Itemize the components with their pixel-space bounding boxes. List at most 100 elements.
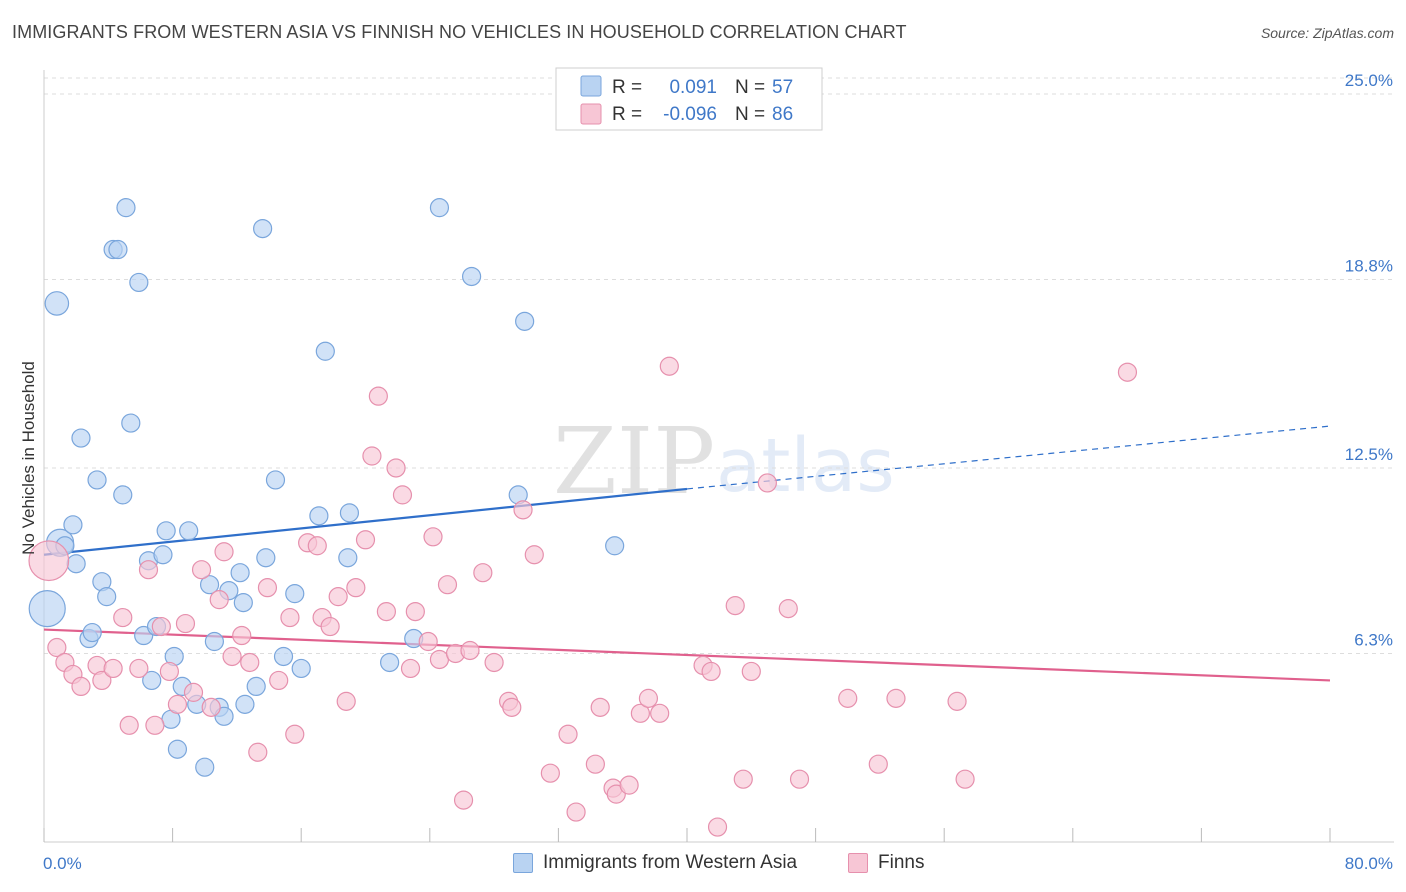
- finns-point: [423, 527, 443, 547]
- western-asia-point: [273, 646, 294, 667]
- finns-point: [955, 769, 975, 789]
- finns-point: [346, 578, 366, 598]
- finns-point: [71, 676, 91, 697]
- finns-point: [453, 790, 474, 810]
- legend-label-finns: Finns: [878, 852, 925, 873]
- finns-point: [725, 596, 745, 616]
- data-points: [28, 198, 1138, 837]
- x-tick-label-min: 0.0%: [43, 854, 82, 873]
- western-asia-point: [315, 341, 335, 361]
- finns-point: [328, 587, 348, 607]
- finns-point: [201, 697, 221, 717]
- watermark-zip: ZIP: [553, 408, 715, 515]
- legend-n-value-1: 57: [772, 77, 793, 98]
- y-tick-label: 6.3%: [1354, 630, 1393, 649]
- legend-label-western-asia: Immigrants from Western Asia: [543, 852, 798, 873]
- western-asia-point: [142, 670, 162, 691]
- finns-point: [138, 560, 159, 580]
- western-asia-point: [28, 590, 66, 628]
- western-asia-point: [82, 622, 102, 643]
- western-asia-point: [195, 757, 215, 777]
- finns-point: [707, 817, 728, 837]
- western-asia-point: [230, 563, 250, 583]
- legend-swatch-western-asia: [513, 853, 533, 873]
- western-asia-point: [256, 548, 276, 568]
- finns-point: [524, 545, 544, 565]
- finns-point: [886, 688, 906, 708]
- finns-point: [28, 540, 70, 582]
- western-asia-point: [605, 536, 625, 556]
- y-tick-label: 25.0%: [1345, 71, 1393, 90]
- legend-item-western-asia: Immigrants from Western Asia: [513, 852, 797, 874]
- finns-point: [257, 578, 278, 598]
- finns-point: [362, 446, 382, 466]
- finns-point: [167, 694, 188, 714]
- western-asia-point: [199, 575, 220, 595]
- western-asia-point: [235, 694, 255, 714]
- finns-point: [513, 500, 533, 520]
- western-asia-point: [265, 470, 286, 490]
- western-asia-point: [291, 658, 311, 679]
- western-asia-point: [429, 198, 450, 218]
- finns-point: [619, 775, 639, 795]
- finns-point: [307, 536, 327, 556]
- legend-r-value-2: -0.096: [663, 104, 717, 125]
- finns-point: [248, 742, 268, 762]
- finns-point: [129, 658, 149, 679]
- finns-point: [429, 649, 450, 670]
- western-asia-point: [204, 631, 224, 652]
- finns-point: [502, 697, 522, 717]
- finns-point: [240, 652, 260, 673]
- legend-swatch-finns: [848, 853, 868, 873]
- western-asia-point: [153, 545, 173, 565]
- legend-r-value-1: 0.091: [669, 77, 717, 98]
- western-asia-point: [285, 584, 305, 604]
- finns-point: [590, 697, 610, 717]
- finns-point: [159, 661, 179, 682]
- western-asia-point: [66, 554, 86, 574]
- trend-line-western-asia-extension: [686, 425, 1331, 490]
- western-asia-point: [97, 587, 117, 607]
- western-asia-point: [87, 470, 107, 490]
- finns-point: [222, 646, 242, 667]
- finns-point: [838, 688, 858, 708]
- legend-swatch-pink: [580, 103, 602, 125]
- y-tick-label: 18.8%: [1345, 256, 1393, 275]
- finns-point: [376, 601, 396, 622]
- finns-point: [386, 458, 406, 478]
- western-asia-point: [121, 413, 141, 433]
- chart-title: IMMIGRANTS FROM WESTERN ASIA VS FINNISH …: [12, 22, 907, 42]
- western-asia-point: [309, 506, 329, 526]
- finns-point: [741, 661, 761, 682]
- finns-point: [47, 637, 67, 658]
- finns-point: [733, 769, 753, 789]
- finns-point: [460, 640, 480, 661]
- finns-point: [191, 560, 212, 580]
- correlation-legend: R = 0.091 N = 57 R = -0.096 N = 86: [555, 67, 823, 131]
- finns-point: [540, 763, 560, 783]
- finns-point: [280, 607, 300, 628]
- finns-point: [232, 625, 252, 646]
- finns-point: [392, 485, 413, 505]
- watermark-atlas: atlas: [716, 423, 895, 509]
- finns-point: [757, 473, 777, 493]
- finns-point: [638, 688, 659, 708]
- western-asia-point: [116, 198, 136, 218]
- western-asia-point: [461, 266, 482, 287]
- finns-point: [320, 616, 340, 637]
- western-asia-point: [108, 239, 128, 260]
- finns-point: [183, 682, 204, 702]
- legend-swatch-blue: [580, 75, 602, 97]
- trend-lines: [43, 425, 1331, 682]
- legend-n-value-2: 86: [772, 104, 793, 125]
- legend-item-finns: Finns: [848, 852, 924, 874]
- finns-point: [285, 724, 305, 744]
- series-legend: Immigrants from Western Asia Finns: [0, 852, 1406, 878]
- western-asia-point: [44, 291, 70, 316]
- finns-point: [103, 658, 123, 679]
- western-asia-point: [167, 739, 188, 759]
- finns-point: [336, 691, 356, 711]
- finns-point: [214, 542, 234, 562]
- finns-point: [558, 724, 578, 744]
